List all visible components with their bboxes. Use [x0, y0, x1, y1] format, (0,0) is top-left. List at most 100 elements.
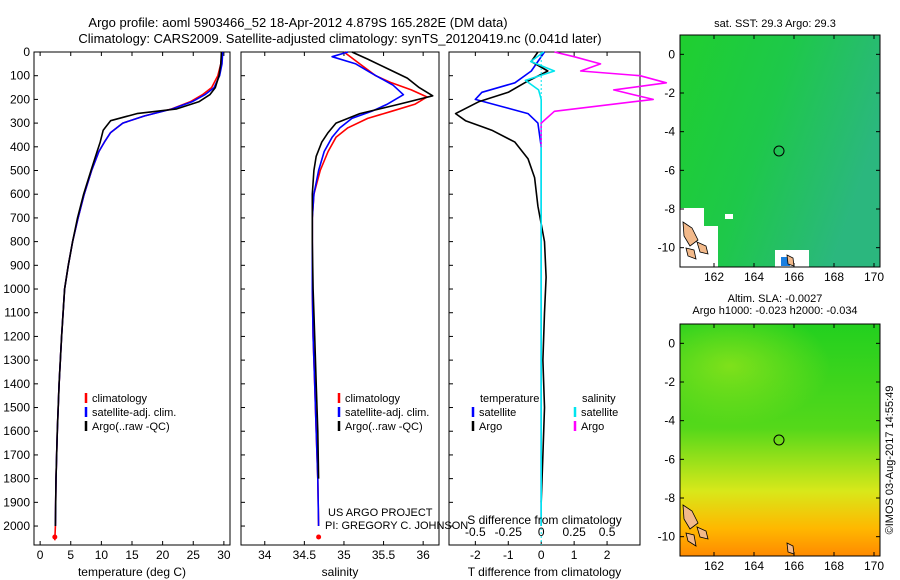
temp-legend-label: Argo(..raw -QC) [92, 421, 170, 433]
temp-series-satellite-adj-clim- [54, 51, 224, 527]
temp-ytick-label: 1500 [3, 401, 30, 415]
temp-legend-label: satellite-adj. clim. [92, 407, 176, 419]
temp-series-argo-raw-qc- [54, 51, 223, 527]
timestamp: ©IMOS 03-Aug-2017 14:55:49 [884, 386, 896, 535]
diff-xtick-label: 0 [538, 548, 545, 562]
sal-xtick-label: 34 [258, 548, 272, 562]
sla-map-panel: Altim. SLA: -0.0027 Argo h1000: -0.023 h… [658, 293, 885, 573]
sla-xtick-label: 168 [824, 559, 844, 573]
sla-ytick-label: -8 [664, 491, 675, 505]
sst-xtick-label: 162 [704, 270, 724, 284]
sst-map-argo-marker [773, 145, 785, 157]
temp-ytick-label: 100 [10, 69, 30, 83]
temp-ytick-label: 400 [10, 140, 30, 154]
figure-title-line1: Argo profile: aoml 5903466_52 18-Apr-201… [88, 15, 507, 30]
project-line1: US ARGO PROJECT [328, 507, 433, 519]
sst-ytick-label: -8 [664, 202, 675, 216]
temp-xtick-label: 0 [37, 548, 44, 562]
sal-xtick-label: 34.5 [293, 548, 317, 562]
sal-plot-frame [240, 51, 440, 546]
diff-sal-legend-label: Argo [581, 421, 604, 433]
sst-map-title: sat. SST: 29.3 Argo: 29.3 [714, 18, 836, 30]
sla-xtick-label: 170 [864, 559, 884, 573]
diff-series-temperature-satellite [474, 51, 546, 526]
diff-series-salinity-satellite [524, 51, 556, 526]
project-line2: PI: GREGORY C. JOHNSON [325, 520, 468, 532]
diff-xtick-label: -2 [470, 548, 481, 562]
temp-ytick-label: 2000 [3, 519, 30, 533]
temp-xtick-label: 10 [95, 548, 109, 562]
diff-legend-title-temperature: temperature [480, 393, 539, 405]
temp-legend-label: climatology [92, 393, 148, 405]
temp-ytick-label: 1200 [3, 329, 30, 343]
temp-ytick-label: 500 [10, 164, 30, 178]
temperature-panel: 0 5 10 15 20 25 300100200300400500600700800900… [3, 45, 231, 579]
sst-map-island-1 [682, 221, 699, 247]
sst-ytick-label: 0 [668, 47, 675, 61]
sst-map-island-3 [685, 247, 697, 260]
sst-ytick-label: -10 [658, 241, 676, 255]
sla-map-subtitle: Argo h1000: -0.023 h2000: -0.034 [692, 305, 857, 317]
sst-map-frame [679, 34, 881, 268]
temp-ytick-label: 600 [10, 187, 30, 201]
sla-map-highlight [680, 324, 880, 444]
sal-xtick-label: 35.5 [372, 548, 396, 562]
diff-s-tick-label: 0.25 [562, 525, 586, 539]
temp-xtick-label: 25 [187, 548, 201, 562]
salinity-panel: 34 34.5 35 35.5 36 salinity climatology satelli… [240, 51, 440, 579]
temp-ytick-label: 1800 [3, 472, 30, 486]
diff-xtick-label: 2 [604, 548, 611, 562]
sla-map-frame [679, 323, 881, 557]
sst-xtick-label: 170 [864, 270, 884, 284]
sst-xtick-label: 168 [824, 270, 844, 284]
sal-xtick-label: 35 [337, 548, 351, 562]
sla-map-island-3 [685, 532, 697, 547]
sst-map-cold-spot [781, 257, 790, 266]
temp-bottom-marker [52, 534, 58, 540]
sla-ytick-label: -10 [658, 530, 676, 544]
temp-ytick-label: 1000 [3, 282, 30, 296]
diff-xlabel2: S difference from climatology [467, 513, 622, 527]
sal-xtick-label: 36 [416, 548, 430, 562]
sst-xtick-label: 166 [784, 270, 804, 284]
temp-ytick-label: 700 [10, 211, 30, 225]
sla-ytick-label: 0 [668, 336, 675, 350]
sla-map-axes: 162 164 166 168 170 0 -2 -4 -6 -8 -10 [658, 324, 884, 573]
temp-ytick-label: 1100 [4, 306, 30, 320]
diff-temp-legend-label: satellite [479, 407, 516, 419]
sal-legend-label: Argo(..raw -QC) [345, 421, 423, 433]
temp-ytick-label: 900 [10, 258, 30, 272]
sla-ytick-label: -4 [664, 414, 675, 428]
sla-map-argo-marker [773, 434, 785, 446]
sst-ytick-label: -4 [664, 125, 675, 139]
temp-xtick-label: 20 [156, 548, 170, 562]
sla-xtick-label: 166 [784, 559, 804, 573]
sal-series-argo-raw-qc- [311, 51, 434, 479]
temp-ytick-label: 1900 [3, 495, 30, 509]
temp-ytick-label: 1600 [3, 424, 30, 438]
diff-series-salinity-argo [540, 51, 668, 147]
sla-xtick-label: 164 [744, 559, 764, 573]
sst-ytick-label: -2 [664, 86, 675, 100]
sal-series-satellite-adj-clim- [311, 51, 405, 527]
temp-xlabel: temperature (deg C) [78, 565, 186, 579]
sla-map-island-1 [682, 504, 699, 530]
diff-s-tick-label: 0.5 [599, 525, 616, 539]
diff-xlabel: T difference from climatology [468, 565, 622, 579]
sla-ytick-label: -6 [664, 452, 675, 466]
sst-map-axes: 162 164 166 168 170 0 -2 -4 -6 -8 -10 [658, 35, 884, 284]
sst-ytick-label: -6 [664, 163, 675, 177]
temp-ytick-label: 1400 [3, 377, 30, 391]
sla-map-island-2 [696, 526, 709, 540]
sst-map-nodata-4 [725, 214, 733, 219]
temp-ytick-label: 0 [23, 45, 30, 59]
sla-map-title: Altim. SLA: -0.0027 [728, 293, 823, 305]
sst-xtick-label: 164 [744, 270, 764, 284]
diff-s-tick-label: -0.5 [465, 525, 486, 539]
diff-xtick-label: 1 [571, 548, 578, 562]
diff-s-tick-label: 0 [538, 525, 545, 539]
diff-series-temperature-argo [454, 51, 549, 503]
sst-map-nodata-2 [704, 226, 718, 267]
temp-ytick-label: 1300 [3, 353, 30, 367]
